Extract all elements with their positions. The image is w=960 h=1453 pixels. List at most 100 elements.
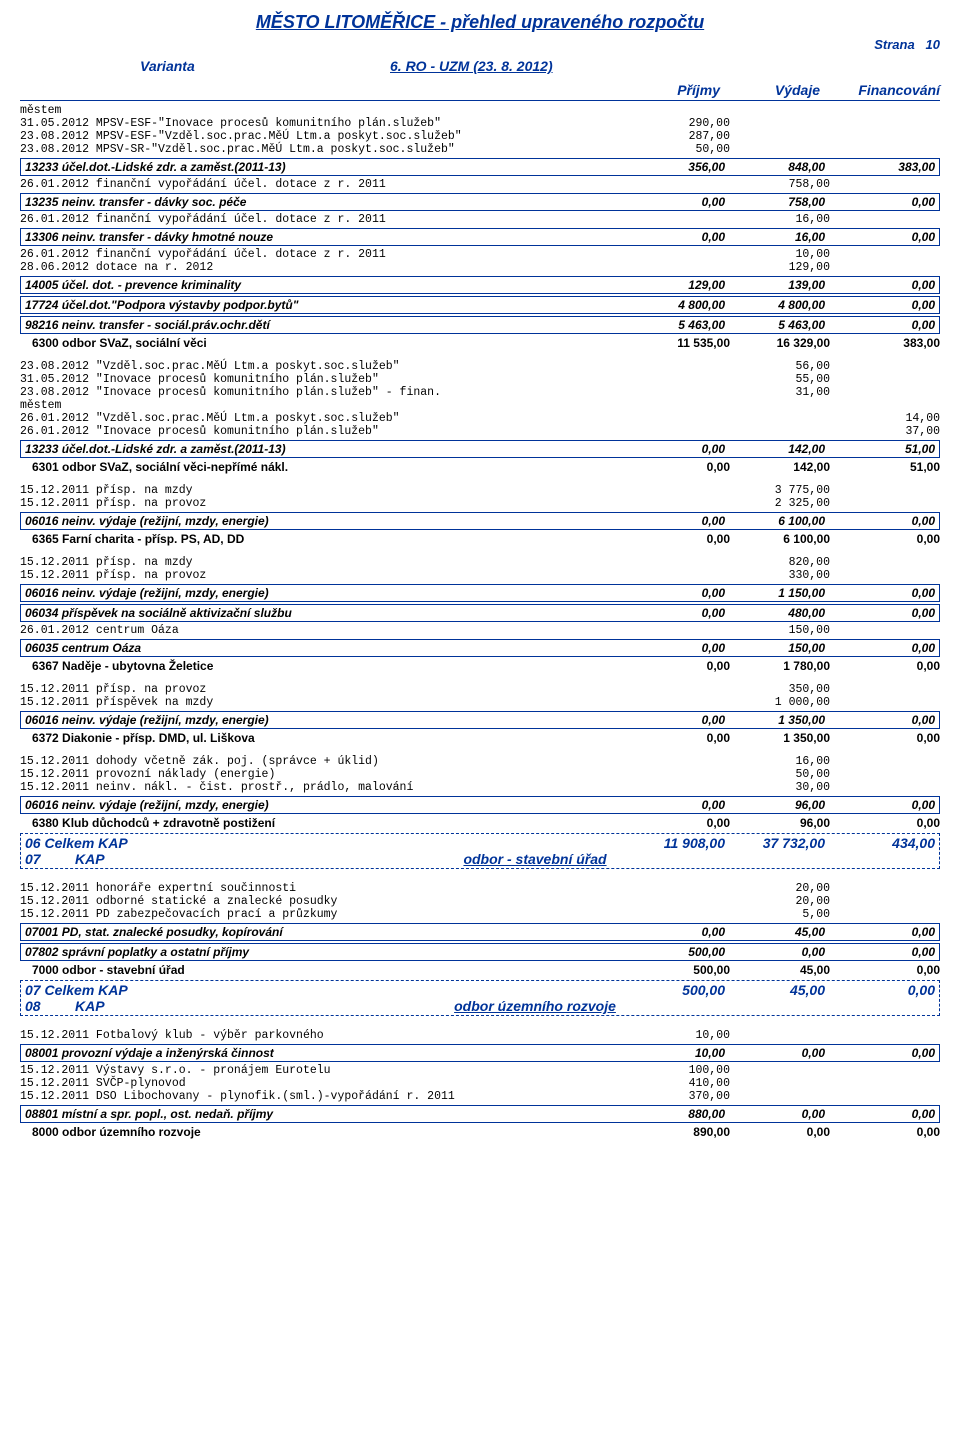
value: 758,00 xyxy=(730,178,830,191)
strana-label: Strana xyxy=(874,37,914,52)
label: 98216 neinv. transfer - sociál.práv.ochr… xyxy=(25,318,635,332)
value: 5,00 xyxy=(730,908,830,921)
value: 37 732,00 xyxy=(725,835,825,851)
value: 0,00 xyxy=(825,641,935,655)
label: 15.12.2011 Výstavy s.r.o. - pronájem Eur… xyxy=(20,1064,640,1077)
value: 0,00 xyxy=(825,318,935,332)
value: 3 775,00 xyxy=(730,484,830,497)
value: 0,00 xyxy=(825,195,935,209)
label: 6301 odbor SVaZ, sociální věci-nepřímé n… xyxy=(20,460,640,474)
boxed-line: 13233 účel.dot.-Lidské zdr. a zaměst.(20… xyxy=(20,158,940,176)
budget-line: 26.01.2012 finanční vypořádání účel. dot… xyxy=(20,248,940,261)
value: 0,00 xyxy=(725,1107,825,1121)
value: 480,00 xyxy=(725,606,825,620)
budget-line: 23.08.2012 MPSV-SR-"Vzděl.soc.prac.MěÚ L… xyxy=(20,143,940,156)
value: 96,00 xyxy=(730,816,830,830)
value: 0,00 xyxy=(635,195,725,209)
value: 16 329,00 xyxy=(730,336,830,350)
label: 6372 Diakonie - přísp. DMD, ul. Liškova xyxy=(20,731,640,745)
label: 14005 účel. dot. - prevence kriminality xyxy=(25,278,635,292)
kap-label: KAP xyxy=(75,851,135,867)
sum-line: 6365 Farní charita - přísp. PS, AD, DD0,… xyxy=(20,532,940,546)
value: 50,00 xyxy=(640,143,730,156)
label: 31.05.2012 "Inovace procesů komunitního … xyxy=(20,373,640,386)
value: 20,00 xyxy=(730,882,830,895)
budget-line: 15.12.2011 neinv. nákl. - čist. prostř.,… xyxy=(20,781,940,794)
value: 16,00 xyxy=(730,213,830,226)
label: 26.01.2012 finanční vypořádání účel. dot… xyxy=(20,178,640,191)
value: 0,00 xyxy=(640,731,730,745)
label: 07802 správní poplatky a ostatní příjmy xyxy=(25,945,635,959)
value: 45,00 xyxy=(730,963,830,977)
value: 0,00 xyxy=(825,1107,935,1121)
label: 15.12.2011 neinv. nákl. - čist. prostř.,… xyxy=(20,781,640,794)
label: 26.01.2012 finanční vypořádání účel. dot… xyxy=(20,248,640,261)
label: 06016 neinv. výdaje (režijní, mzdy, ener… xyxy=(25,514,635,528)
value: 1 350,00 xyxy=(725,713,825,727)
budget-line: 26.01.2012 finanční vypořádání účel. dot… xyxy=(20,178,940,191)
value: 6 100,00 xyxy=(730,532,830,546)
value: 0,00 xyxy=(635,798,725,812)
value: 880,00 xyxy=(635,1107,725,1121)
boxed-line: 13306 neinv. transfer - dávky hmotné nou… xyxy=(20,228,940,246)
boxed-line: 07001 PD, stat. znalecké posudky, kopíro… xyxy=(20,923,940,941)
page-number: Strana 10 xyxy=(20,37,940,52)
label: 15.12.2011 Fotbalový klub - výběr parkov… xyxy=(20,1029,640,1042)
value: 0,00 xyxy=(830,1125,940,1139)
value: 5 463,00 xyxy=(635,318,725,332)
boxed-line: 08801 místní a spr. popl., ost. nedaň. p… xyxy=(20,1105,940,1123)
value: 150,00 xyxy=(725,641,825,655)
label: 23.08.2012 MPSV-ESF-"Vzděl.soc.prac.MěÚ … xyxy=(20,130,640,143)
col-prijmy: Příjmy xyxy=(630,82,720,98)
label: 08001 provozní výdaje a inženýrská činno… xyxy=(25,1046,635,1060)
boxed-line: 13235 neinv. transfer - dávky soc. péče0… xyxy=(20,193,940,211)
label: 07 Celkem KAP xyxy=(25,982,625,998)
label: 6300 odbor SVaZ, sociální věci xyxy=(20,336,640,350)
label: 13233 účel.dot.-Lidské zdr. a zaměst.(20… xyxy=(25,442,635,456)
column-headers: Příjmy Výdaje Financování xyxy=(20,82,940,101)
label: 23.08.2012 MPSV-SR-"Vzděl.soc.prac.MěÚ L… xyxy=(20,143,640,156)
label: městem xyxy=(20,104,940,117)
budget-line: 15.12.2011 Fotbalový klub - výběr parkov… xyxy=(20,1029,940,1042)
value: 0,00 xyxy=(825,945,935,959)
value: 16,00 xyxy=(730,755,830,768)
boxed-line: 06016 neinv. výdaje (režijní, mzdy, ener… xyxy=(20,512,940,530)
boxed-line: 17724 účel.dot."Podpora výstavby podpor.… xyxy=(20,296,940,314)
sum-line: 8000 odbor územního rozvoje890,000,000,0… xyxy=(20,1125,940,1139)
value: 0,00 xyxy=(825,230,935,244)
label: 06016 neinv. výdaje (režijní, mzdy, ener… xyxy=(25,798,635,812)
label: 26.01.2012 finanční vypořádání účel. dot… xyxy=(20,213,640,226)
strana-number: 10 xyxy=(926,37,940,52)
value: 356,00 xyxy=(635,160,725,174)
value: 848,00 xyxy=(725,160,825,174)
value: 129,00 xyxy=(730,261,830,274)
value: 5 463,00 xyxy=(725,318,825,332)
value: 820,00 xyxy=(730,556,830,569)
dept-name: odbor - stavební úřad xyxy=(135,851,935,867)
value: 410,00 xyxy=(640,1077,730,1090)
value: 0,00 xyxy=(825,278,935,292)
kap-dashed-box: 07 Celkem KAP500,0045,000,00 08KAPodbor … xyxy=(20,980,940,1016)
col-financovani: Financování xyxy=(820,82,940,98)
value: 20,00 xyxy=(730,895,830,908)
label: 28.06.2012 dotace na r. 2012 xyxy=(20,261,640,274)
label: 6380 Klub důchodců + zdravotně postižení xyxy=(20,816,640,830)
value: 142,00 xyxy=(730,460,830,474)
value: 330,00 xyxy=(730,569,830,582)
dept-name: odbor územního rozvoje xyxy=(135,998,935,1014)
boxed-line: 06034 příspěvek na sociálně aktivizační … xyxy=(20,604,940,622)
value: 0,00 xyxy=(635,606,725,620)
sum-line: 6300 odbor SVaZ, sociální věci11 535,001… xyxy=(20,336,940,350)
value: 11 535,00 xyxy=(640,336,730,350)
kap-dashed-box: 06 Celkem KAP11 908,0037 732,00434,00 07… xyxy=(20,833,940,869)
budget-line: 15.12.2011 přísp. na provoz350,00 xyxy=(20,683,940,696)
label: 15.12.2011 příspěvek na mzdy xyxy=(20,696,640,709)
varianta-value: 6. RO - UZM (23. 8. 2012) xyxy=(390,58,553,74)
value: 383,00 xyxy=(825,160,935,174)
budget-line: 15.12.2011 DSO Libochovany - plynofik.(s… xyxy=(20,1090,940,1103)
budget-line: 15.12.2011 SVČP-plynovod410,00 xyxy=(20,1077,940,1090)
budget-line: 15.12.2011 přísp. na mzdy820,00 xyxy=(20,556,940,569)
value: 11 908,00 xyxy=(625,835,725,851)
value: 6 100,00 xyxy=(725,514,825,528)
text-line: městem xyxy=(20,399,940,412)
